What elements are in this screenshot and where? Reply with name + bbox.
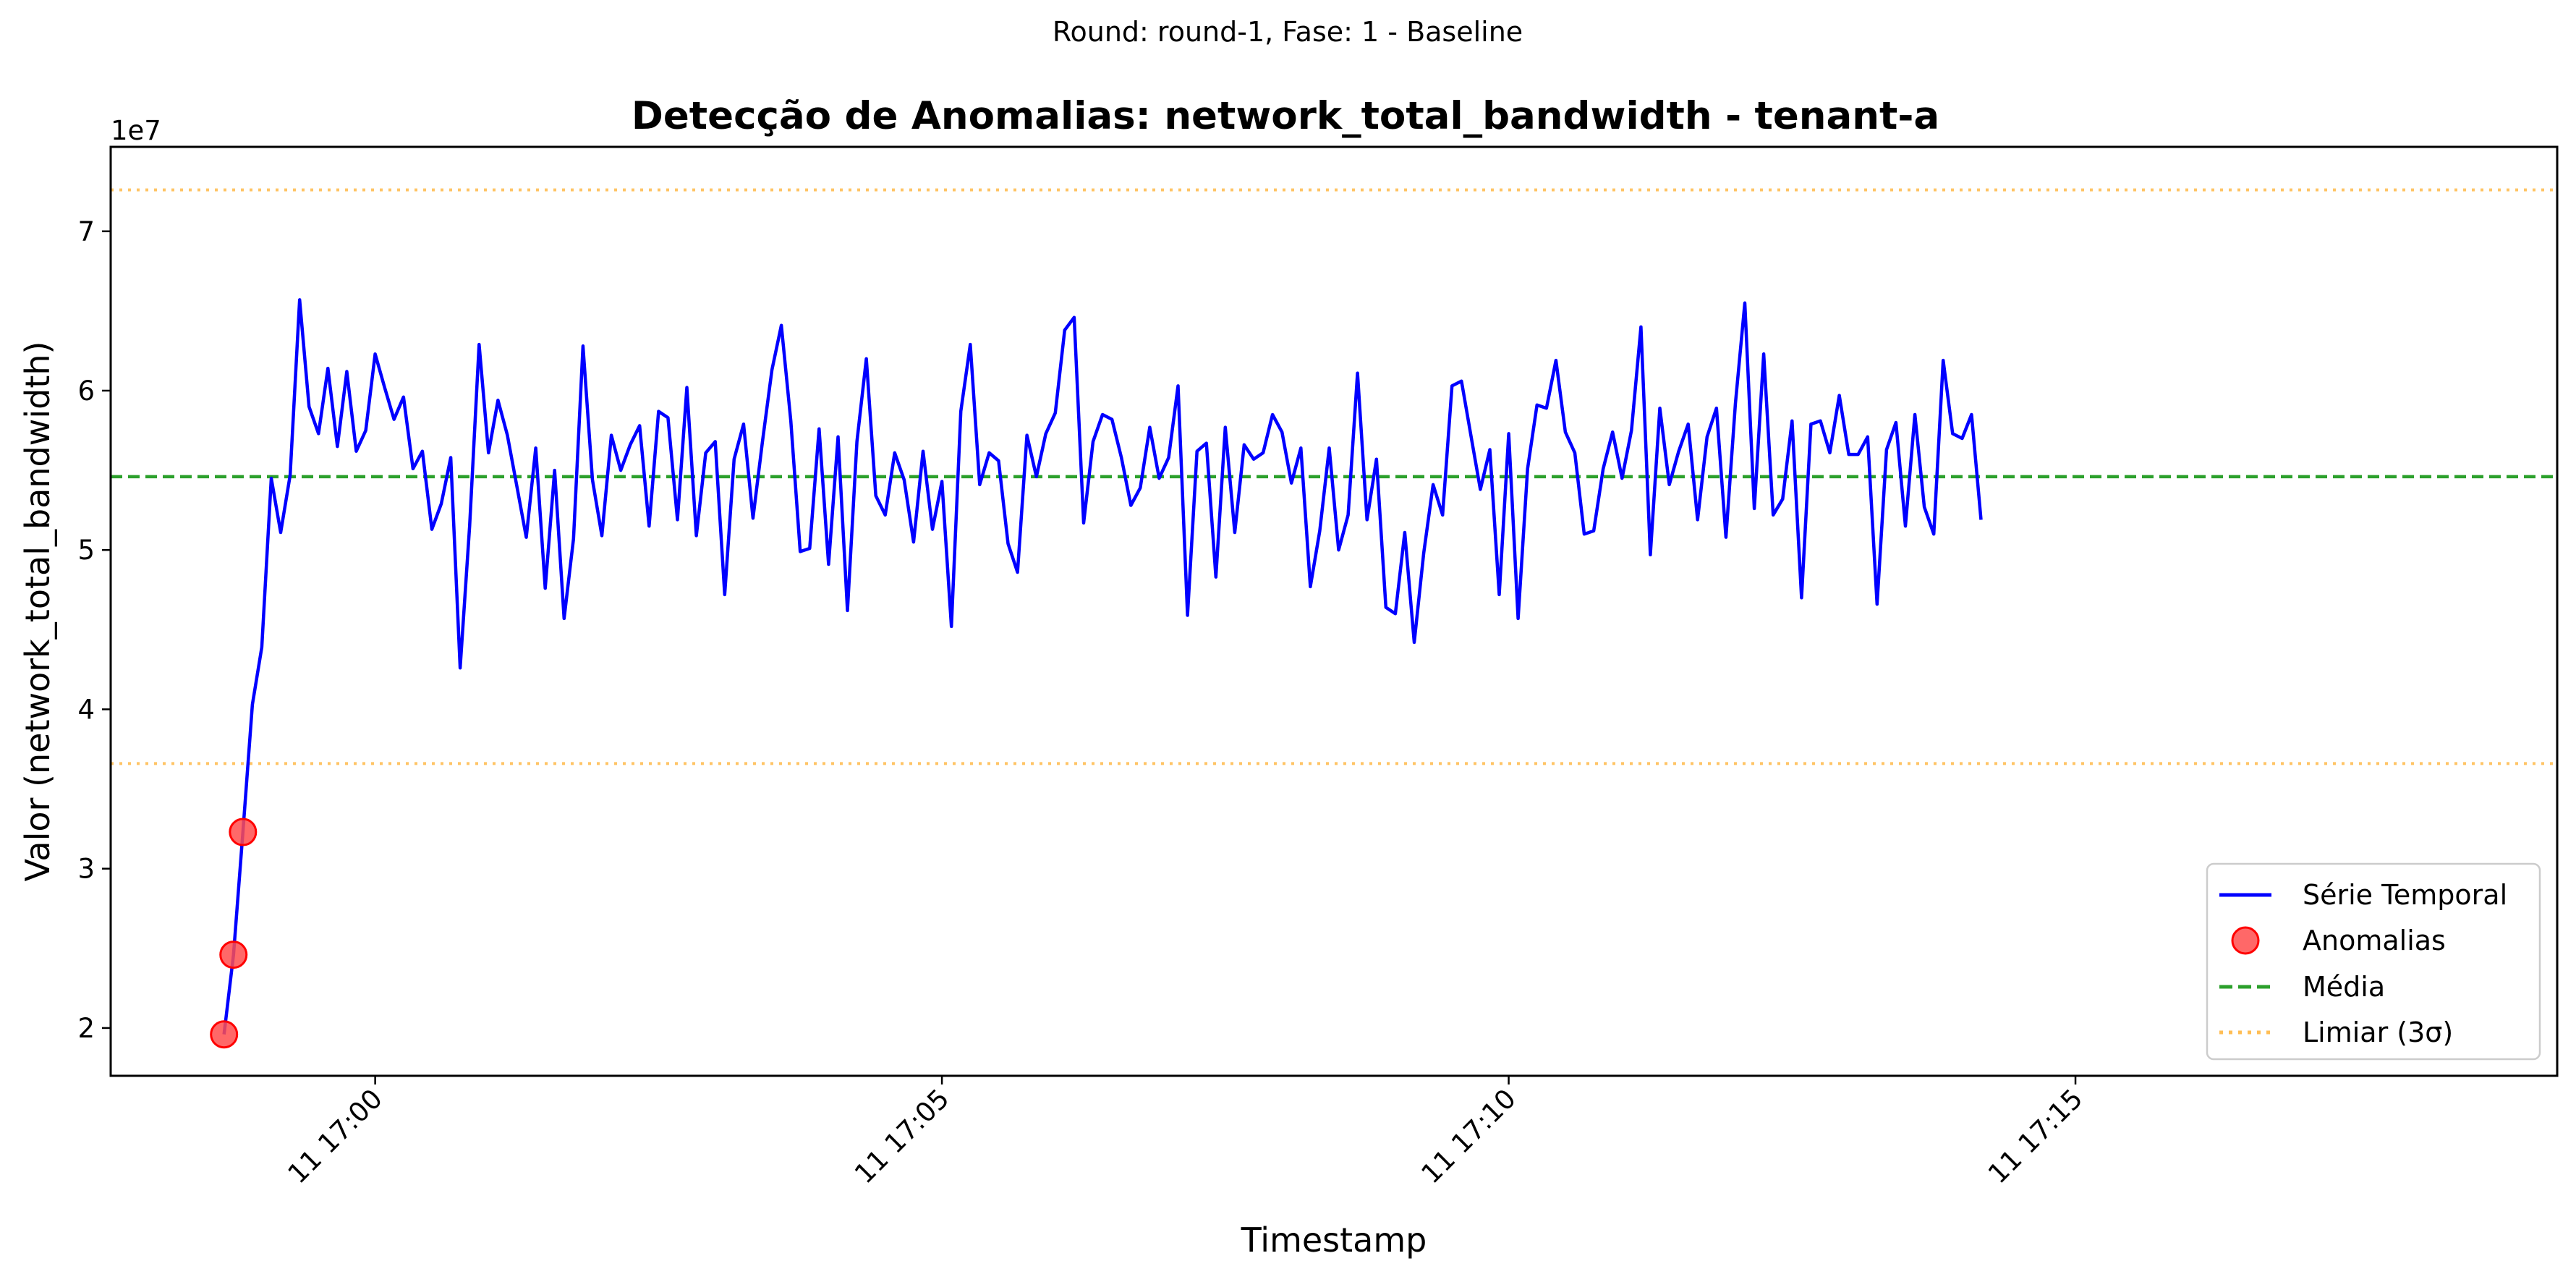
legend-label-anomalies: Anomalias — [2303, 925, 2446, 956]
anomaly-point — [219, 941, 248, 969]
anomaly-point — [229, 818, 258, 846]
y-tick-label: 4 — [77, 694, 95, 725]
figure-suptitle: Round: round-1, Fase: 1 - Baseline — [1053, 16, 1523, 48]
legend-label-threshold: Limiar (3σ) — [2303, 1016, 2453, 1048]
legend-label-mean: Média — [2303, 971, 2385, 1003]
y-tick-label: 3 — [77, 854, 95, 885]
chart-title: Detecção de Anomalias: network_total_ban… — [632, 94, 1939, 138]
plot-frame — [109, 145, 2559, 1077]
legend-swatch-anomalies — [2231, 926, 2260, 955]
legend-frame — [2206, 862, 2541, 1061]
anomaly-point — [210, 1020, 239, 1049]
x-axis-label: Timestamp — [1241, 1221, 1427, 1260]
time-series-line — [222, 298, 1983, 1035]
y-offset-label: 1e7 — [111, 115, 161, 146]
y-tick-label: 5 — [77, 535, 95, 566]
y-tick-label: 7 — [77, 216, 95, 247]
legend-label-series: Série Temporal — [2303, 879, 2507, 911]
legend: Série Temporal Anomalias Média Limiar (3… — [2206, 862, 2541, 1061]
y-tick-label: 6 — [77, 375, 95, 407]
y-tick-label: 2 — [77, 1013, 95, 1044]
y-axis-label: Valor (network_total_bandwidth) — [18, 341, 57, 882]
